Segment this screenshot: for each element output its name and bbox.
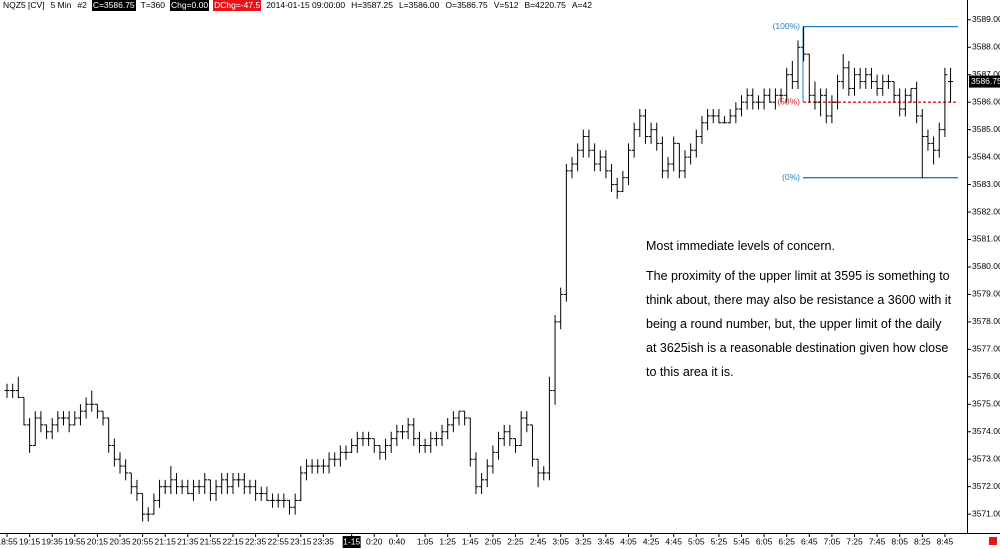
x-tick-label: 20:35 <box>109 536 131 546</box>
y-tick-label: 3578.00 <box>972 316 1000 326</box>
x-tick-label: 2:05 <box>485 536 502 546</box>
y-tick-label: 3576.00 <box>972 371 1000 381</box>
y-tick-label: 3571.00 <box>972 508 1000 518</box>
x-tick-label: 3:05 <box>552 536 569 546</box>
header-field: 5 Min <box>50 0 72 10</box>
header-field: #2 <box>77 0 87 10</box>
x-tick-label: 1:05 <box>417 536 434 546</box>
header-field: T=360 <box>140 0 165 10</box>
y-tick-label: 3572.00 <box>972 481 1000 491</box>
x-tick-label: 7:25 <box>846 536 863 546</box>
x-tick-label: 3:45 <box>598 536 615 546</box>
x-tick-label: 5:05 <box>688 536 705 546</box>
annotation-line: The proximity of the upper limit at 3595… <box>646 269 950 283</box>
header-field: NQZ5 [CV] <box>3 0 45 10</box>
x-tick-label: 20:15 <box>87 536 109 546</box>
x-tick-label: 8:45 <box>937 536 954 546</box>
header-field: H=3587.25 <box>351 0 393 10</box>
x-tick-label: 21:35 <box>177 536 199 546</box>
annotation-line: think about, there may also be resistanc… <box>646 293 952 307</box>
y-tick-label: 3587.00 <box>972 69 1000 79</box>
header-field: B=4220.75 <box>524 0 566 10</box>
x-tick-label: 7:05 <box>824 536 841 546</box>
annotation-line: being a round number, but, the upper lim… <box>646 317 942 331</box>
x-tick-label: 2:45 <box>530 536 547 546</box>
corner-marker <box>989 537 997 545</box>
x-tick-label: 3:25 <box>575 536 592 546</box>
header: NQZ5 [CV] 5 Min #2 C=3586.75 T=360 Chg=0.00 DC… <box>2 0 592 11</box>
x-tick-label: 18:55 <box>0 536 18 546</box>
level-label: (0%) <box>782 172 800 182</box>
x-tick-label: 19:35 <box>42 536 64 546</box>
annotation-line: Most immediate levels of concern. <box>646 239 835 253</box>
x-tick-label: 2:25 <box>507 536 524 546</box>
x-tick-label: 4:05 <box>620 536 637 546</box>
y-tick-label: 3583.00 <box>972 179 1000 189</box>
header-field: V=512 <box>493 0 519 10</box>
x-tick-label: 20:55 <box>132 536 154 546</box>
annotation: Most immediate levels of concern. The pro… <box>646 234 951 384</box>
x-tick-label: 23:35 <box>313 536 335 546</box>
y-tick-label: 3589.00 <box>972 14 1000 24</box>
last-price-label: 3586.75 <box>971 76 1000 86</box>
y-tick-label: 3575.00 <box>972 399 1000 409</box>
y-tick-label: 3586.00 <box>972 96 1000 106</box>
x-tick-label: 0:40 <box>389 536 406 546</box>
header-field: A=4221.00 <box>571 0 592 10</box>
x-tick-label: 21:55 <box>200 536 222 546</box>
x-tick-label: 8:25 <box>914 536 931 546</box>
x-tick-label: 22:55 <box>268 536 290 546</box>
x-tick-label: 19:55 <box>64 536 86 546</box>
x-tick-label: 21:15 <box>155 536 177 546</box>
annotation-line: at 3625ish is a reasonable destination g… <box>646 341 949 355</box>
level-label: (100%) <box>773 21 801 31</box>
header-field: C=3586.75 <box>91 0 136 11</box>
y-tick-label: 3574.00 <box>972 426 1000 436</box>
y-tick-label: 3584.00 <box>972 151 1000 161</box>
x-tick-label: 1-15 <box>343 536 360 546</box>
x-tick-label: 19:15 <box>19 536 41 546</box>
y-tick-label: 3573.00 <box>972 453 1000 463</box>
y-tick-label: 3581.00 <box>972 234 1000 244</box>
y-tick-label: 3585.00 <box>972 124 1000 134</box>
x-tick-label: 1:45 <box>462 536 479 546</box>
y-tick-label: 3579.00 <box>972 289 1000 299</box>
header-field: Chg=0.00 <box>170 0 210 11</box>
x-tick-label: 22:35 <box>245 536 267 546</box>
x-tick-label: 6:25 <box>778 536 795 546</box>
y-tick-label: 3577.00 <box>972 344 1000 354</box>
x-tick-label: 6:05 <box>756 536 773 546</box>
x-tick-label: 22:15 <box>222 536 244 546</box>
annotation-line: to this area it is. <box>646 365 734 379</box>
level-label: (50%) <box>777 96 800 106</box>
x-tick-label: 1:25 <box>439 536 456 546</box>
x-tick-label: 0:20 <box>366 536 383 546</box>
y-tick-label: 3582.00 <box>972 206 1000 216</box>
header-field: DChg=-47.5 <box>213 0 262 11</box>
x-tick-label: 8:05 <box>891 536 908 546</box>
header-field: O=3586.75 <box>445 0 488 10</box>
header-field: 2014-01-15 09:00:00 <box>266 0 346 10</box>
x-tick-label: 6:45 <box>801 536 818 546</box>
x-tick-label: 23:15 <box>290 536 312 546</box>
y-tick-label: 3580.00 <box>972 261 1000 271</box>
y-tick-label: 3588.00 <box>972 41 1000 51</box>
x-tick-label: 5:45 <box>733 536 750 546</box>
header-field: L=3586.00 <box>398 0 440 10</box>
last-price-box <box>969 75 1000 88</box>
date-marker <box>342 536 361 548</box>
x-tick-label: 4:45 <box>665 536 682 546</box>
x-tick-label: 5:25 <box>711 536 728 546</box>
x-tick-label: 4:25 <box>643 536 660 546</box>
x-tick-label: 7:45 <box>869 536 886 546</box>
